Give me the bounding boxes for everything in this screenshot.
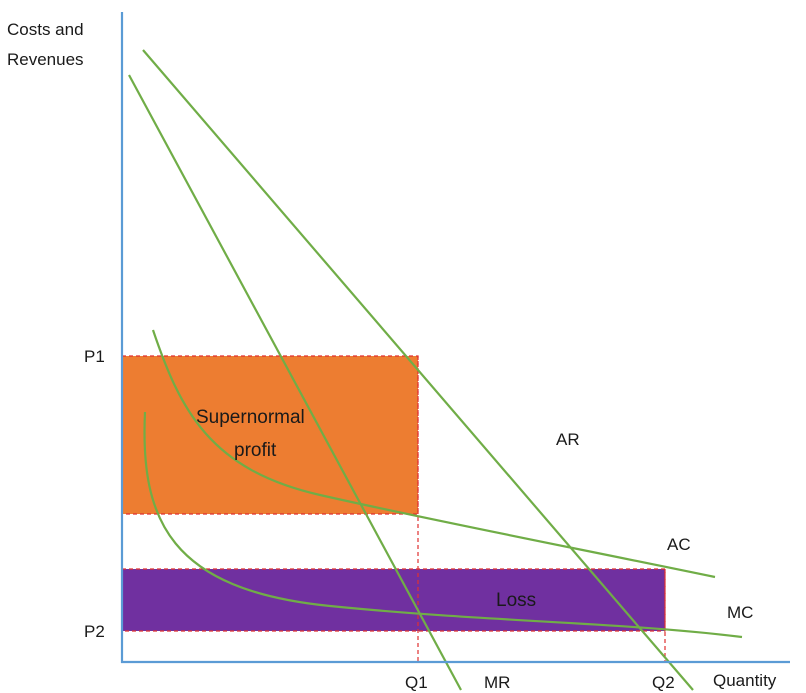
- supernormal-profit-label-line2: profit: [234, 440, 277, 461]
- y-axis-label-line2: Revenues: [7, 50, 84, 69]
- q2-label: Q2: [652, 673, 675, 692]
- p2-label: P2: [84, 622, 105, 641]
- p1-label: P1: [84, 347, 105, 366]
- ar-label: AR: [556, 430, 580, 449]
- q1-label: Q1: [405, 673, 428, 692]
- x-axis-label: Quantity: [713, 671, 777, 690]
- ac-curve: [151, 329, 716, 579]
- mr-label: MR: [484, 673, 510, 692]
- loss-label: Loss: [496, 590, 536, 611]
- y-axis-label-line1: Costs and: [7, 20, 84, 39]
- mc-label: MC: [727, 603, 753, 622]
- ar-curve: [142, 49, 694, 691]
- supernormal-profit-label-line1: Supernormal: [196, 407, 305, 428]
- ac-label: AC: [667, 535, 691, 554]
- mr-curve: [128, 74, 462, 691]
- loss-area: [122, 569, 665, 631]
- supernormal-profit-area: [122, 356, 418, 514]
- mc-curve: [143, 411, 743, 639]
